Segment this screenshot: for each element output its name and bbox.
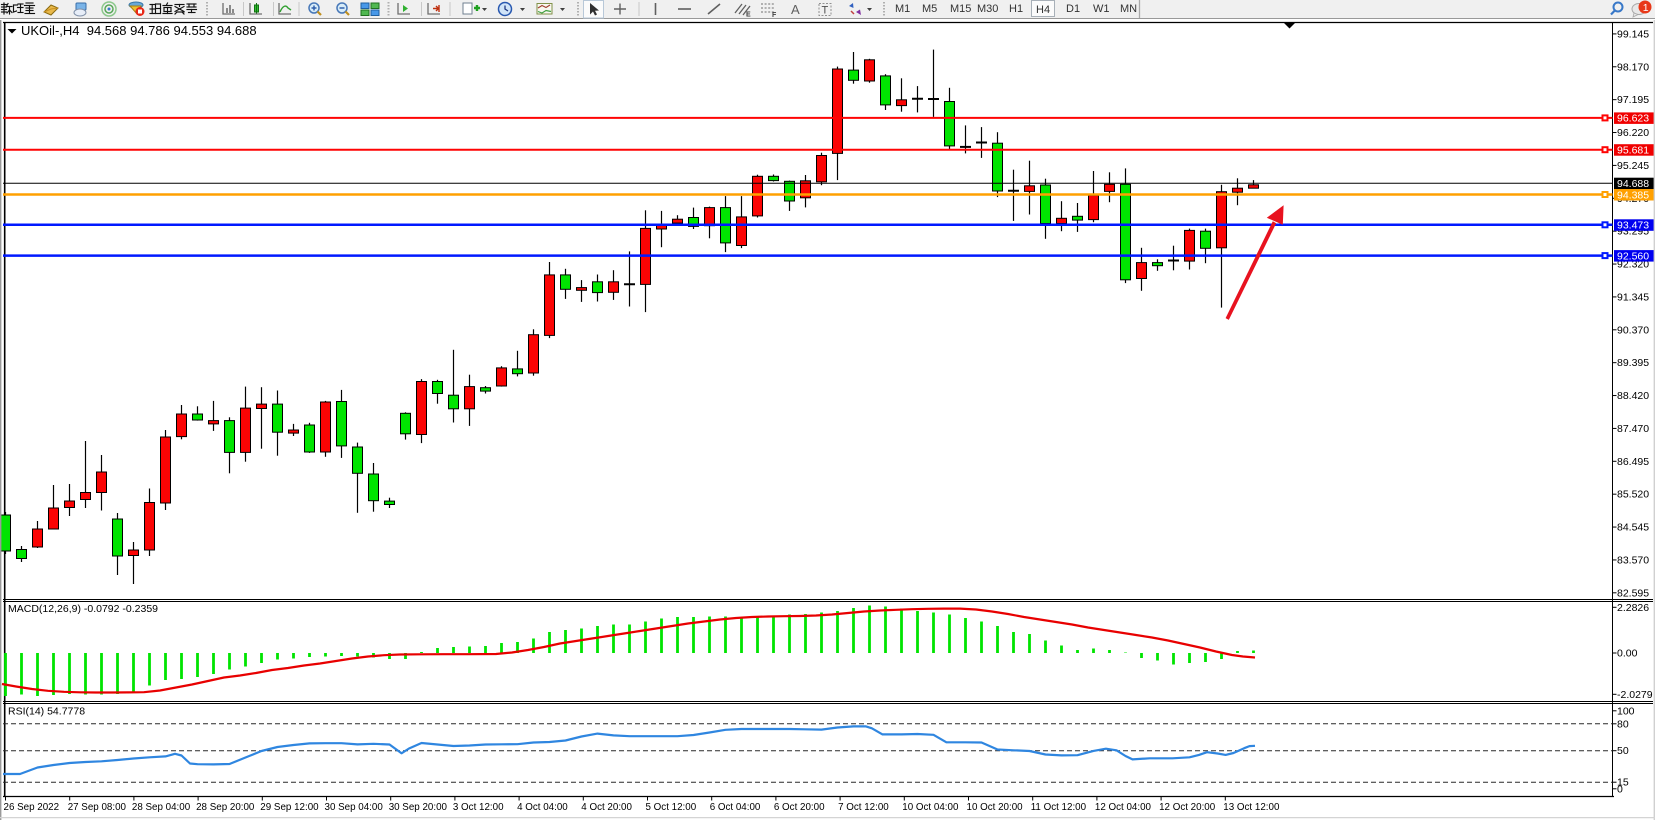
svg-text:3 Oct 12:00: 3 Oct 12:00 [453, 802, 504, 813]
svg-text:98.170: 98.170 [1617, 61, 1649, 73]
svg-text:26 Sep 2022: 26 Sep 2022 [4, 802, 60, 813]
svg-text:10 Oct 04:00: 10 Oct 04:00 [902, 802, 959, 813]
svg-text:99.145: 99.145 [1617, 28, 1649, 40]
svg-text:MACD(12,26,9) -0.0792 -0.2359: MACD(12,26,9) -0.0792 -0.2359 [8, 603, 158, 615]
svg-text:7 Oct 12:00: 7 Oct 12:00 [838, 802, 889, 813]
svg-text:80: 80 [1617, 718, 1629, 730]
svg-text:F: F [772, 12, 777, 19]
svg-text:UKOil-,H4 94.568 94.786 94.55: UKOil-,H4 94.568 94.786 94.553 94.688 [21, 23, 257, 38]
svg-text:96.220: 96.220 [1617, 127, 1649, 139]
svg-text:0: 0 [1617, 783, 1623, 795]
svg-text:28 Sep 20:00: 28 Sep 20:00 [196, 802, 255, 813]
svg-text:97.195: 97.195 [1617, 94, 1649, 106]
svg-text:28 Sep 04:00: 28 Sep 04:00 [132, 802, 191, 813]
svg-text:29 Sep 12:00: 29 Sep 12:00 [260, 802, 319, 813]
svg-text:15: 15 [1617, 777, 1629, 789]
svg-text:5 Oct 12:00: 5 Oct 12:00 [646, 802, 697, 813]
svg-text:83.570: 83.570 [1617, 554, 1649, 566]
svg-text:89.395: 89.395 [1617, 357, 1649, 369]
svg-text:95.681: 95.681 [1617, 145, 1649, 157]
svg-text:85.520: 85.520 [1617, 489, 1649, 501]
svg-text:88.420: 88.420 [1617, 390, 1649, 402]
svg-text:93.473: 93.473 [1617, 220, 1649, 232]
svg-text:12 Oct 20:00: 12 Oct 20:00 [1159, 802, 1216, 813]
svg-text:12 Oct 04:00: 12 Oct 04:00 [1095, 802, 1152, 813]
svg-text:T: T [822, 5, 829, 17]
svg-text:2.2826: 2.2826 [1617, 602, 1649, 614]
svg-text:13 Oct 12:00: 13 Oct 12:00 [1223, 802, 1280, 813]
svg-text:95.245: 95.245 [1617, 160, 1649, 172]
svg-text:84.545: 84.545 [1617, 522, 1649, 534]
svg-text:1: 1 [1643, 2, 1649, 14]
svg-text:100: 100 [1617, 705, 1635, 717]
svg-text:30 Sep 20:00: 30 Sep 20:00 [389, 802, 448, 813]
svg-text:E: E [746, 12, 751, 19]
svg-text:94.688: 94.688 [1617, 178, 1649, 190]
svg-text:92.560: 92.560 [1617, 250, 1649, 262]
svg-text:50: 50 [1617, 745, 1629, 757]
svg-text:91.345: 91.345 [1617, 291, 1649, 303]
svg-text:-2.0279: -2.0279 [1617, 689, 1653, 701]
svg-text:86.495: 86.495 [1617, 456, 1649, 468]
svg-text:94.385: 94.385 [1617, 189, 1649, 201]
svg-text:4 Oct 20:00: 4 Oct 20:00 [581, 802, 632, 813]
svg-text:30 Sep 04:00: 30 Sep 04:00 [325, 802, 384, 813]
svg-text:A: A [791, 2, 800, 17]
svg-text:11 Oct 12:00: 11 Oct 12:00 [1031, 802, 1087, 813]
svg-text:82.595: 82.595 [1617, 587, 1649, 599]
svg-text:RSI(14) 54.7778: RSI(14) 54.7778 [8, 706, 85, 718]
svg-text:87.470: 87.470 [1617, 423, 1649, 435]
svg-text:4 Oct 04:00: 4 Oct 04:00 [517, 802, 568, 813]
svg-text:96.623: 96.623 [1617, 113, 1649, 125]
svg-text:0.00: 0.00 [1617, 648, 1638, 660]
svg-text:10 Oct 20:00: 10 Oct 20:00 [967, 802, 1024, 813]
svg-text:6 Oct 20:00: 6 Oct 20:00 [774, 802, 825, 813]
svg-text:90.370: 90.370 [1617, 324, 1649, 336]
svg-text:6 Oct 04:00: 6 Oct 04:00 [710, 802, 761, 813]
svg-text:27 Sep 08:00: 27 Sep 08:00 [68, 802, 127, 813]
